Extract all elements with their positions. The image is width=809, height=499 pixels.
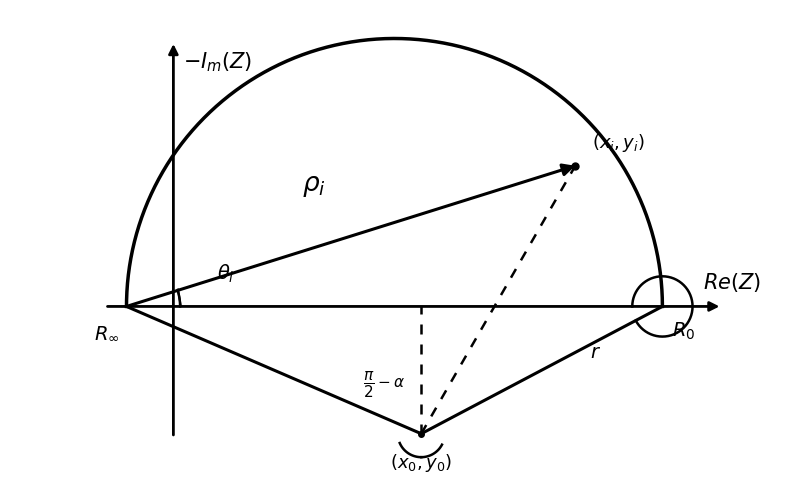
Text: $Re(Z)$: $Re(Z)$ xyxy=(703,271,761,294)
Text: $\rho_i$: $\rho_i$ xyxy=(303,173,326,199)
Text: $(x_0, y_0)$: $(x_0, y_0)$ xyxy=(390,453,452,475)
Text: $\theta_i$: $\theta_i$ xyxy=(217,262,235,285)
Text: $(x_i, y_i)$: $(x_i, y_i)$ xyxy=(592,132,645,154)
Text: $R_\infty$: $R_\infty$ xyxy=(95,323,120,342)
Text: $R_0$: $R_0$ xyxy=(672,321,696,342)
Text: $r$: $r$ xyxy=(590,343,601,362)
Text: $\dfrac{\pi}{2}-\alpha$: $\dfrac{\pi}{2}-\alpha$ xyxy=(363,371,405,400)
Text: $-I_m(Z)$: $-I_m(Z)$ xyxy=(184,50,252,74)
